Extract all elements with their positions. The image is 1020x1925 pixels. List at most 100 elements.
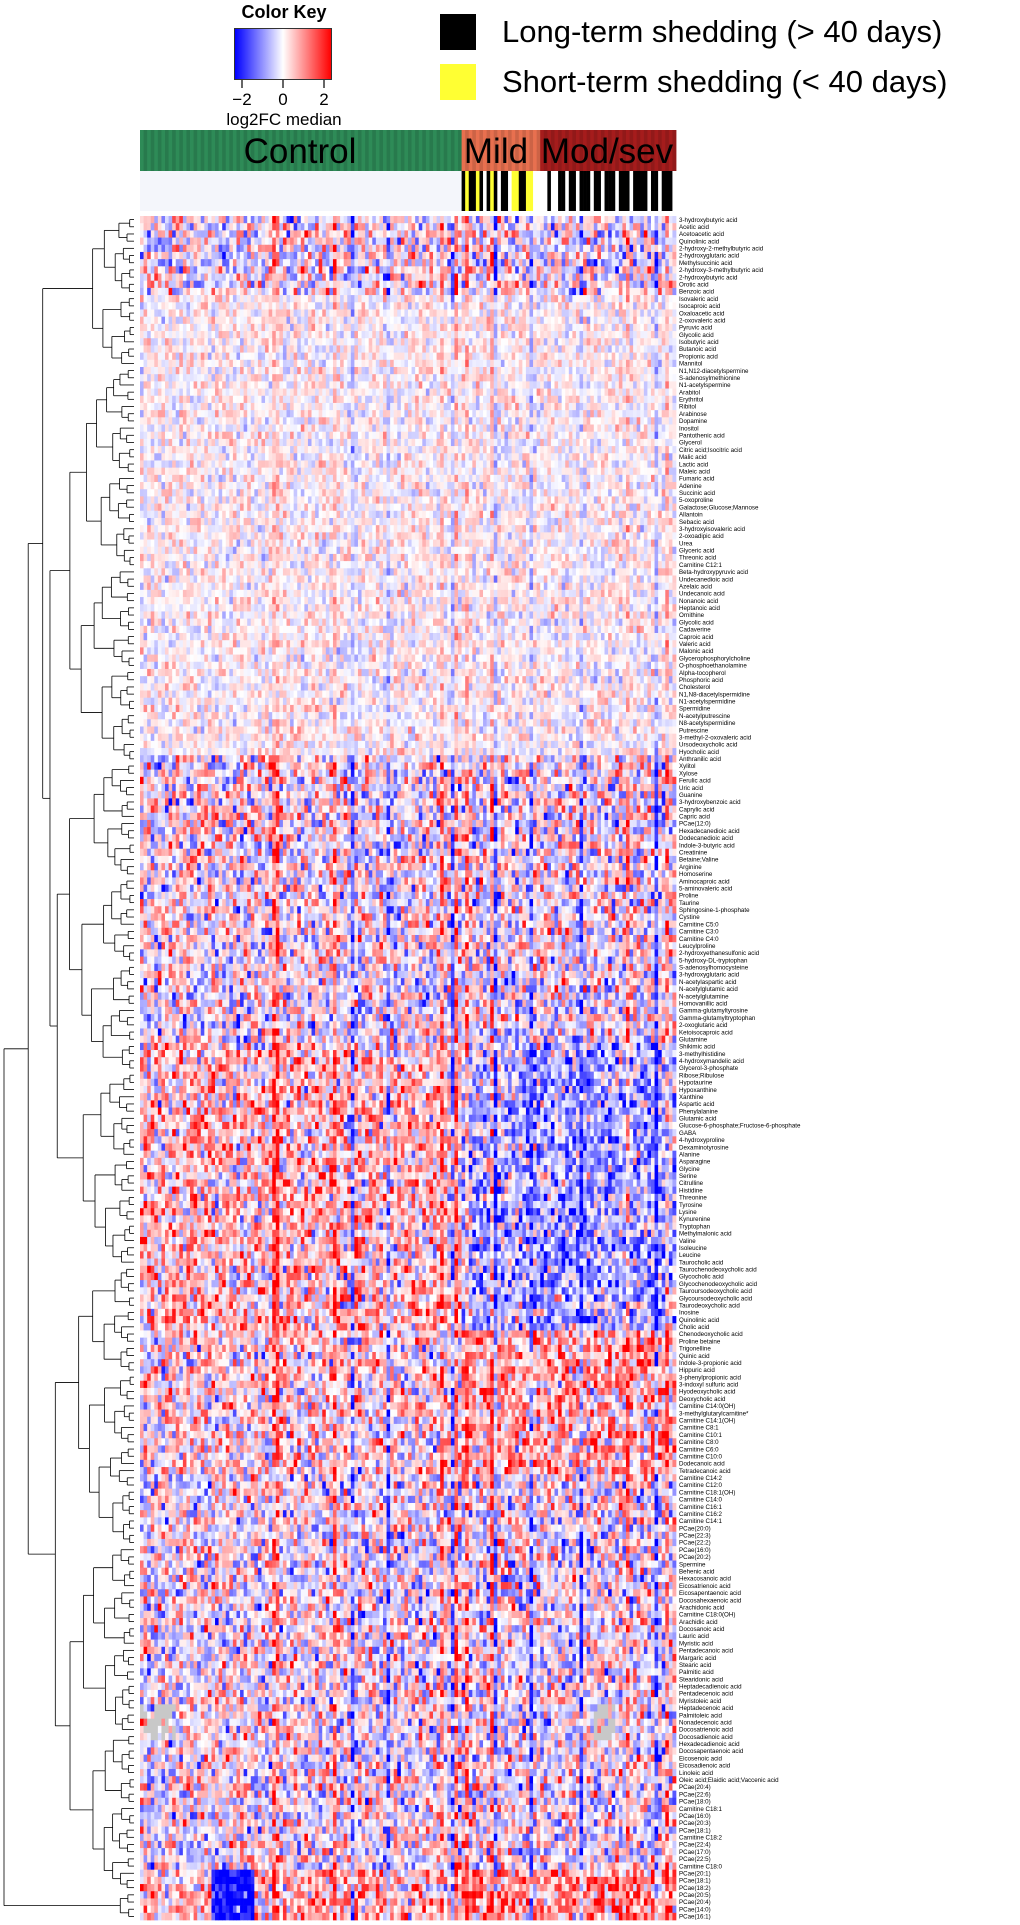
heatmap-cell	[547, 309, 552, 318]
heatmap-cell	[332, 273, 337, 282]
group-bar-column	[672, 130, 677, 171]
heatmap-cell	[365, 316, 370, 325]
heatmap-cell	[218, 438, 223, 447]
heatmap-cell	[565, 359, 570, 368]
group-bar-column	[586, 130, 591, 171]
heatmap-cell	[486, 431, 491, 440]
heatmap-cell	[497, 352, 502, 361]
heatmap-cell	[368, 316, 373, 325]
heatmap-cell	[604, 359, 609, 368]
heatmap-cell	[640, 266, 645, 274]
heatmap-cell	[536, 424, 541, 433]
heatmap-cell	[193, 280, 198, 289]
heatmap-cell	[425, 388, 430, 397]
heatmap-cell	[311, 402, 316, 411]
heatmap-cell	[475, 331, 480, 339]
heatmap-cell	[297, 388, 302, 397]
heatmap-cell	[604, 273, 609, 282]
heatmap-cell	[243, 410, 248, 418]
heatmap-cell	[547, 374, 552, 382]
heatmap-cell	[433, 345, 437, 353]
heatmap-cell	[583, 381, 588, 389]
heatmap-cell	[625, 338, 630, 346]
heatmap-cell	[468, 388, 473, 397]
heatmap-cell	[357, 366, 362, 375]
group-bar-column	[268, 130, 273, 171]
heatmap-cell	[411, 381, 416, 389]
heatmap-cell	[450, 280, 455, 289]
heatmap-cell	[211, 366, 216, 375]
heatmap-cell	[500, 366, 505, 375]
heatmap-cell	[268, 431, 273, 440]
group-bar-column	[218, 130, 223, 171]
heatmap-cell	[561, 230, 566, 238]
heatmap-cell	[157, 230, 162, 238]
heatmap-cell	[622, 395, 627, 404]
heatmap-cell	[436, 345, 441, 353]
heatmap-cell	[332, 266, 337, 274]
heatmap-cell	[543, 259, 548, 267]
heatmap-cell	[558, 388, 562, 397]
heatmap-cell	[390, 302, 395, 310]
heatmap-cell	[583, 244, 588, 253]
heatmap-cell	[429, 266, 434, 274]
heatmap-cell	[608, 402, 613, 411]
heatmap-cell	[579, 216, 584, 224]
heatmap-cell	[379, 345, 384, 353]
heatmap-cell	[586, 331, 591, 339]
heatmap-cell	[297, 352, 302, 361]
heatmap-cell	[207, 388, 212, 397]
heatmap-cell	[390, 395, 395, 404]
heatmap-cell	[140, 410, 144, 418]
group-bar-column	[325, 130, 330, 171]
heatmap-cell	[290, 352, 294, 361]
legend-short-term: Short-term shedding (< 40 days)	[440, 64, 1020, 104]
heatmap-cell	[157, 431, 162, 440]
heatmap-cell	[168, 366, 173, 375]
heatmap-cell	[372, 374, 377, 382]
heatmap-cell	[583, 287, 588, 296]
heatmap-cell	[365, 230, 370, 238]
heatmap-cell	[418, 302, 423, 310]
heatmap-cell	[672, 309, 677, 318]
heatmap-cell	[668, 338, 673, 346]
heatmap-cell	[654, 323, 659, 332]
heatmap-cell	[397, 381, 402, 389]
heatmap-cell	[265, 280, 269, 289]
heatmap-cell	[265, 438, 269, 447]
heatmap-cell	[522, 352, 527, 361]
heatmap-cell	[665, 338, 670, 346]
heatmap-cell	[307, 359, 312, 368]
heatmap-cell	[422, 424, 427, 433]
heatmap-cell	[404, 309, 409, 318]
heatmap-cell	[429, 237, 434, 246]
heatmap-cell	[232, 431, 237, 440]
heatmap-cell	[561, 266, 566, 274]
heatmap-cell	[150, 402, 155, 411]
heatmap-cell	[433, 237, 437, 246]
heatmap-cell	[465, 374, 470, 382]
heatmap-cell	[179, 216, 184, 224]
heatmap-cell	[554, 431, 559, 440]
heatmap-cell	[329, 302, 334, 310]
heatmap-cell	[168, 273, 173, 282]
heatmap-cell	[347, 237, 352, 246]
heatmap-cell	[361, 266, 366, 274]
heatmap-cell	[658, 237, 663, 246]
heatmap-cell	[561, 374, 566, 382]
heatmap-cell	[461, 388, 466, 397]
heatmap-cell	[411, 237, 416, 246]
heatmap-cell	[443, 381, 448, 389]
heatmap-cell	[575, 223, 580, 231]
heatmap-cell	[279, 280, 284, 289]
heatmap-cell	[343, 216, 348, 224]
heatmap-cell	[468, 431, 473, 440]
heatmap-cell	[279, 366, 284, 375]
heatmap-cell	[232, 338, 237, 346]
heatmap-cell	[322, 230, 327, 238]
heatmap-cell	[636, 424, 641, 433]
heatmap-cell	[365, 338, 370, 346]
heatmap-cell	[168, 309, 173, 318]
heatmap-cell	[665, 287, 670, 296]
heatmap-cell	[504, 431, 509, 440]
